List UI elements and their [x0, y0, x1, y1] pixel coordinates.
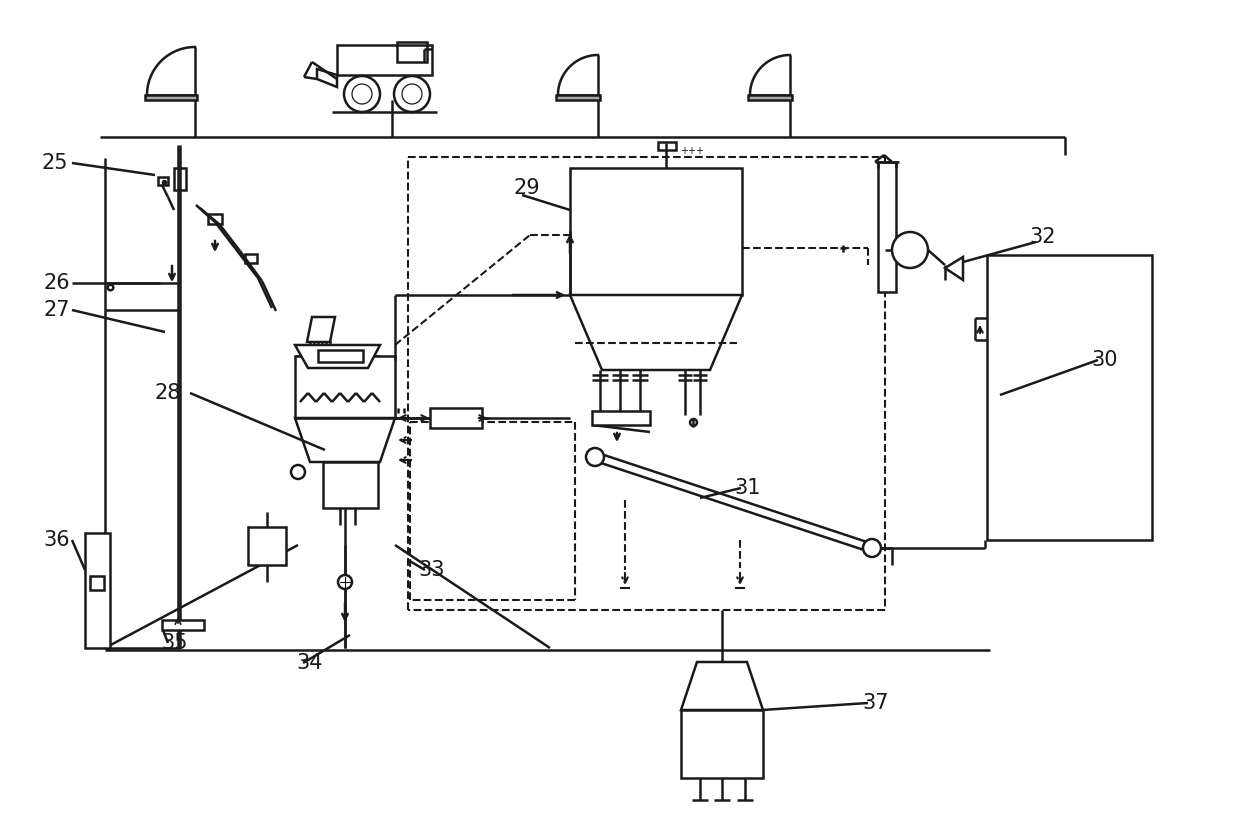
Bar [208, 214, 222, 224]
Bar [658, 142, 676, 150]
Bar [157, 177, 167, 185]
Circle shape [587, 448, 604, 466]
Bar [430, 408, 482, 428]
Bar [248, 527, 286, 565]
Bar [591, 411, 650, 425]
Circle shape [291, 465, 305, 479]
Text: 25: 25 [42, 153, 68, 173]
Text: +++: +++ [680, 146, 704, 156]
Bar [987, 255, 1152, 540]
Polygon shape [295, 345, 379, 368]
Text: 28: 28 [155, 383, 181, 403]
Polygon shape [945, 257, 963, 280]
Bar [878, 162, 897, 292]
Bar [322, 462, 378, 508]
Text: 27: 27 [43, 300, 71, 320]
Circle shape [343, 76, 379, 112]
Circle shape [892, 232, 928, 268]
Bar [748, 95, 792, 100]
Polygon shape [681, 662, 763, 710]
Bar [162, 620, 205, 630]
Text: 31: 31 [735, 478, 761, 498]
Bar [295, 356, 396, 418]
Bar [337, 45, 432, 75]
Bar [91, 576, 104, 590]
Bar [570, 168, 742, 295]
Circle shape [402, 84, 422, 104]
Text: 32: 32 [1029, 227, 1056, 247]
Text: 34: 34 [296, 653, 324, 673]
Circle shape [863, 539, 880, 557]
Text: 30: 30 [1091, 350, 1118, 370]
Bar [86, 533, 110, 648]
Text: 36: 36 [43, 530, 71, 550]
Text: 37: 37 [863, 693, 889, 713]
Polygon shape [295, 418, 396, 462]
Bar [145, 95, 197, 100]
Bar [681, 710, 763, 778]
Bar [397, 42, 427, 62]
Circle shape [352, 84, 372, 104]
Polygon shape [308, 317, 335, 342]
Bar [556, 95, 600, 100]
Text: 35: 35 [161, 633, 188, 653]
Circle shape [339, 575, 352, 589]
Text: 29: 29 [513, 178, 541, 198]
Polygon shape [570, 295, 742, 370]
Text: 26: 26 [43, 273, 71, 293]
Text: 33: 33 [419, 560, 445, 580]
Circle shape [394, 76, 430, 112]
Bar [246, 254, 257, 263]
Bar [317, 350, 363, 362]
Bar [174, 168, 186, 190]
